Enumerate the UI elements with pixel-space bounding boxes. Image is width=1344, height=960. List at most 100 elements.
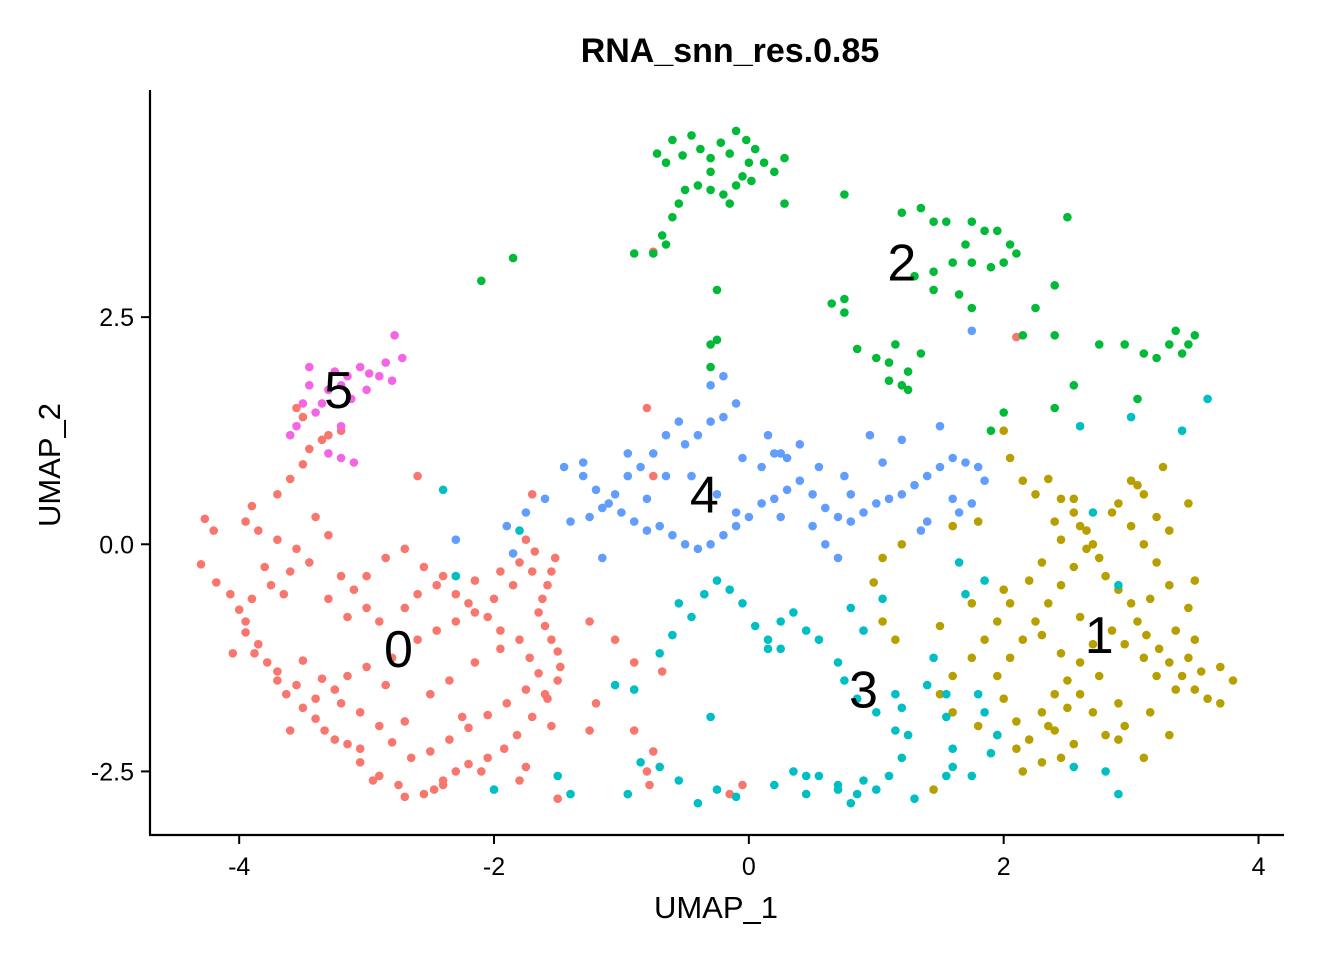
data-point-cluster-2	[916, 349, 926, 358]
cluster-label-2: 2	[887, 235, 916, 293]
data-point-cluster-3	[833, 785, 843, 794]
data-point-cluster-4	[910, 480, 919, 490]
data-point-cluster-3	[629, 685, 639, 694]
data-point-cluster-5	[375, 371, 384, 381]
data-point-cluster-1	[1031, 617, 1040, 626]
data-point-cluster-0	[451, 617, 461, 626]
data-point-cluster-2	[840, 294, 849, 304]
data-point-cluster-1	[1075, 689, 1085, 699]
data-point-cluster-3	[566, 789, 575, 799]
data-point-cluster-1	[1056, 580, 1066, 590]
data-point-cluster-4	[649, 449, 658, 458]
data-point-cluster-0	[556, 662, 565, 672]
data-point-cluster-1	[1145, 594, 1155, 604]
data-point-cluster-4	[897, 490, 907, 499]
data-point-cluster-3	[929, 653, 938, 663]
data-point-cluster-4	[661, 471, 671, 481]
data-point-cluster-2	[508, 253, 518, 263]
data-point-cluster-1	[1088, 708, 1098, 717]
data-point-cluster-0	[387, 653, 397, 663]
data-point-cluster-0	[483, 753, 493, 763]
data-point-cluster-1	[1158, 462, 1168, 472]
data-point-cluster-0	[305, 444, 314, 454]
data-point-cluster-0	[470, 608, 480, 617]
data-point-cluster-0	[336, 571, 346, 581]
data-point-cluster-3	[776, 644, 785, 654]
data-point-cluster-4	[578, 471, 588, 481]
data-point-cluster-0	[629, 726, 639, 735]
data-point-cluster-0	[550, 553, 560, 563]
data-point-cluster-2	[1139, 349, 1149, 358]
data-point-cluster-1	[1152, 558, 1161, 567]
data-point-cluster-3	[738, 599, 747, 608]
data-point-cluster-1	[967, 599, 977, 608]
data-point-cluster-1	[878, 617, 887, 626]
data-point-cluster-3	[712, 785, 722, 794]
data-point-cluster-3	[750, 621, 760, 631]
data-point-cluster-0	[400, 603, 410, 613]
data-point-cluster-0	[591, 699, 601, 708]
data-point-cluster-3	[674, 599, 684, 608]
data-point-cluster-0	[527, 567, 537, 576]
data-point-cluster-4	[808, 490, 817, 499]
data-point-cluster-4	[559, 462, 569, 472]
data-point-cluster-2	[712, 285, 722, 295]
data-point-cluster-0	[451, 767, 461, 776]
data-point-cluster-0	[515, 635, 524, 644]
data-point-cluster-2	[725, 149, 734, 158]
data-point-cluster-0	[330, 685, 340, 694]
data-point-cluster-2	[827, 299, 836, 308]
data-point-cluster-0	[464, 599, 473, 608]
data-point-cluster-0	[253, 639, 263, 649]
data-point-cluster-1	[1050, 689, 1059, 699]
data-point-cluster-5	[381, 358, 391, 367]
data-point-cluster-1	[1139, 490, 1149, 499]
data-point-cluster-0	[445, 676, 454, 685]
data-point-cluster-0	[657, 667, 667, 676]
x-axis-ticks: -4 -2 0 2 4	[228, 835, 1266, 881]
data-point-cluster-4	[935, 462, 945, 472]
data-point-cluster-2	[840, 308, 849, 317]
data-point-cluster-2	[716, 138, 726, 147]
data-point-cluster-1	[1037, 708, 1047, 717]
data-point-cluster-1	[1050, 517, 1059, 526]
data-point-cluster-2	[780, 199, 789, 208]
data-point-cluster-4	[782, 453, 792, 463]
data-point-cluster-3	[967, 771, 977, 781]
data-point-cluster-2	[903, 367, 913, 376]
chart-title: RNA_snn_res.0.85	[581, 32, 880, 70]
cluster-3-points	[438, 394, 1212, 808]
data-point-cluster-4	[948, 453, 957, 463]
data-point-cluster-0	[540, 621, 550, 631]
data-point-cluster-5	[362, 385, 371, 395]
data-point-cluster-2	[725, 199, 734, 208]
data-point-cluster-1	[1044, 599, 1053, 608]
data-point-cluster-1	[1101, 730, 1110, 740]
data-point-cluster-0	[483, 710, 493, 720]
data-point-cluster-1	[1063, 676, 1072, 685]
data-point-cluster-2	[916, 203, 926, 213]
data-point-cluster-1	[1056, 753, 1066, 763]
data-point-cluster-0	[282, 689, 291, 699]
data-point-cluster-4	[674, 417, 684, 426]
data-point-cluster-2	[706, 167, 715, 177]
data-point-cluster-1	[1114, 735, 1123, 744]
data-point-cluster-3	[942, 689, 951, 699]
data-point-cluster-2	[999, 408, 1008, 417]
data-point-cluster-1	[1056, 535, 1066, 544]
data-point-cluster-1	[999, 694, 1008, 703]
data-point-cluster-2	[1094, 340, 1104, 349]
data-point-cluster-3	[814, 771, 824, 781]
data-point-cluster-4	[719, 371, 728, 381]
data-point-cluster-0	[253, 526, 263, 535]
data-point-cluster-3	[636, 758, 645, 767]
data-point-cluster-1	[935, 689, 945, 699]
data-point-cluster-4	[948, 494, 957, 504]
data-point-cluster-1	[980, 635, 989, 644]
data-point-cluster-1	[1120, 639, 1129, 649]
data-point-cluster-2	[1171, 326, 1180, 336]
data-point-cluster-2	[706, 153, 715, 163]
data-point-cluster-1	[1139, 753, 1149, 763]
data-point-cluster-0	[292, 544, 301, 554]
data-point-cluster-1	[897, 540, 907, 549]
